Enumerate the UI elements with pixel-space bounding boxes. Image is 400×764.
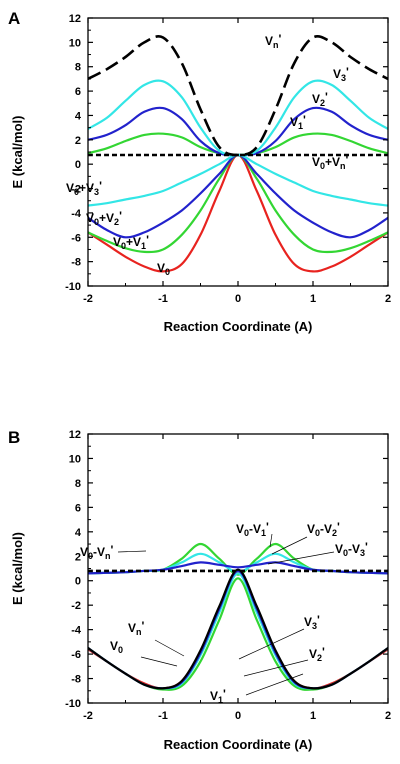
y-tick-label: -2: [71, 184, 81, 196]
annotation-v2-: V2': [309, 645, 325, 663]
plot-frame: [87, 433, 389, 704]
y-tick-label: 8: [75, 62, 81, 74]
annotation-v0-vn-: V0-Vn': [80, 543, 114, 561]
x-tick-label: 2: [385, 293, 391, 305]
y-tick-label: 6: [75, 86, 81, 98]
y-axis-label: E (kcal/mol): [10, 532, 25, 605]
series-line-vn-: [88, 568, 388, 690]
y-tick-label: 12: [69, 13, 81, 25]
annotation-v3-: V3': [304, 613, 320, 631]
y-tick-label: -2: [71, 600, 81, 612]
annotation-v0-v3-: V0-V3': [335, 540, 368, 558]
annotation-v2-: V2': [312, 90, 328, 108]
series-line-v2-: [88, 106, 388, 157]
annotation-v0-v2-: V0-V2': [307, 520, 340, 538]
annotation-v3-: V3': [333, 65, 349, 83]
annotation-leader: [245, 673, 304, 696]
series-group: [88, 35, 388, 273]
annotation-vn-: Vn': [128, 619, 145, 637]
y-tick-label: -8: [71, 674, 81, 686]
x-tick-label: -1: [158, 293, 168, 305]
y-axis-label: E (kcal/mol): [10, 116, 25, 189]
annotation-leader: [243, 659, 309, 677]
x-axis-label: Reaction Coordinate (A): [164, 319, 313, 334]
x-tick-label: 1: [310, 710, 316, 722]
annotation-v0-v1-: V0+V1': [113, 233, 149, 251]
y-tick-label: 12: [69, 429, 81, 441]
y-tick-label: 4: [75, 527, 82, 539]
annotation-v0: V0: [110, 639, 123, 655]
annotation-leader: [140, 656, 178, 667]
series-line-v3-: [88, 79, 388, 157]
y-tick-label: 2: [75, 135, 81, 147]
x-tick-label: -2: [83, 710, 93, 722]
y-tick-label: 0: [75, 576, 81, 588]
y-tick-label: 2: [75, 551, 81, 563]
x-tick-label: 0: [235, 710, 241, 722]
annotation-leader: [269, 533, 273, 548]
x-axis-label: Reaction Coordinate (A): [164, 737, 313, 752]
annotation-v0-v1-: V0-V1': [236, 520, 269, 538]
annotation-leader: [267, 551, 335, 565]
x-tick-label: -1: [158, 710, 168, 722]
annotation-leader: [117, 550, 147, 553]
x-tick-label: 1: [310, 293, 316, 305]
x-tick-label: 2: [385, 710, 391, 722]
y-tick-label: -10: [65, 281, 81, 293]
annotation-v0-vn-: V0+Vn': [312, 153, 349, 171]
y-tick-label: 8: [75, 478, 81, 490]
annotation-leader: [238, 628, 305, 660]
panel-label: B: [8, 428, 20, 447]
annotation-v1-: V1': [210, 687, 226, 705]
y-tick-label: 4: [75, 110, 82, 122]
series-line-v0: [88, 153, 388, 273]
series-line-v1-: [88, 132, 388, 157]
x-tick-label: -2: [83, 293, 93, 305]
series-line-vn-: [88, 35, 388, 157]
y-tick-label: 10: [69, 37, 81, 49]
y-tick-label: -6: [71, 232, 81, 244]
annotation-leader: [154, 639, 185, 657]
annotation-v0-v3-: V0+V3': [66, 179, 102, 197]
series-group: [88, 542, 388, 691]
panel-label: A: [8, 9, 20, 28]
y-tick-label: -6: [71, 649, 81, 661]
y-tick-label: -8: [71, 257, 81, 269]
y-tick-label: 6: [75, 502, 81, 514]
x-tick-label: 0: [235, 293, 241, 305]
y-tick-label: -4: [71, 625, 82, 637]
annotation-v0-v2-: V0+V2': [86, 209, 122, 227]
annotation-leader: [271, 536, 308, 555]
annotation-v0: V0: [157, 261, 170, 277]
y-tick-label: 0: [75, 159, 81, 171]
annotation-vn-: Vn': [265, 32, 282, 50]
y-tick-label: 10: [69, 453, 81, 465]
y-tick-label: -10: [65, 698, 81, 710]
y-tick-label: -4: [71, 208, 82, 220]
annotation-v1-: V1': [290, 113, 306, 131]
